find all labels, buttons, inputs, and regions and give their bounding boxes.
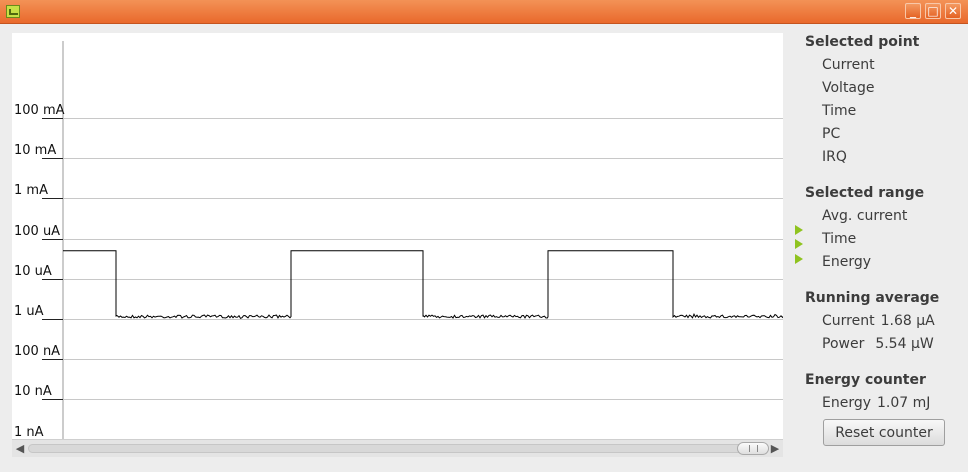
y-tick-label: 1 uA	[14, 303, 44, 319]
title-bar: _ □ ✕	[0, 0, 968, 24]
selected-point-time-label: Time	[822, 103, 857, 119]
selected-point-pc-label: PC	[822, 126, 841, 142]
selected-range-energy-label: Energy	[822, 254, 872, 270]
current-plot[interactable]: 100 mA 10 mA 1 mA 100 uA 10 uA 1 uA 100 nA 10 n…	[12, 33, 783, 440]
y-tick-label: 100 uA	[14, 223, 61, 239]
running-average-power-value: 5.54 μW	[875, 336, 934, 352]
running-average-current: Current 1.68 μA	[822, 313, 935, 329]
selected-range-avg-current-label: Avg. current	[822, 208, 908, 224]
selected-point-current-label: Current	[822, 57, 875, 73]
y-tick-label: 1 mA	[14, 182, 48, 198]
y-tick-label: 100 mA	[14, 102, 65, 118]
horizontal-scrollbar[interactable]: ◀ ▶	[12, 439, 783, 457]
y-tick-label: 10 nA	[14, 383, 52, 399]
y-tick-label: 10 mA	[14, 142, 57, 158]
energy-counter-energy-label: Energy	[822, 395, 872, 411]
selected-point-title: Selected point	[805, 34, 920, 50]
running-average-current-value: 1.68 μA	[880, 313, 935, 329]
running-average-power: Power 5.54 μW	[822, 336, 934, 352]
energy-counter-energy: Energy 1.07 mJ	[822, 395, 930, 411]
range-marker-icon	[795, 239, 803, 249]
y-tick-label: 100 nA	[14, 343, 61, 359]
scroll-left-arrow-icon[interactable]: ◀	[15, 442, 25, 455]
app-icon	[6, 5, 20, 18]
running-average-title: Running average	[805, 290, 940, 306]
selected-point-voltage-label: Voltage	[822, 80, 875, 96]
range-marker-icon	[795, 225, 803, 235]
selected-point-irq-label: IRQ	[822, 149, 847, 165]
scroll-thumb[interactable]	[737, 442, 769, 455]
plot-canvas[interactable]	[12, 33, 783, 439]
minimize-button[interactable]: _	[905, 3, 921, 19]
selected-range-time-label: Time	[822, 231, 857, 247]
running-average-current-label: Current	[822, 313, 875, 329]
range-marker-icon	[795, 254, 803, 264]
reset-counter-button[interactable]: Reset counter	[823, 419, 945, 446]
y-tick-label: 1 nA	[14, 424, 44, 440]
maximize-button[interactable]: □	[925, 3, 941, 19]
y-tick-label: 10 uA	[14, 263, 52, 279]
close-button[interactable]: ✕	[945, 3, 961, 19]
current-trace	[63, 250, 783, 320]
scroll-track[interactable]	[28, 444, 769, 453]
info-panel: Selected point Current Voltage Time PC I…	[790, 30, 965, 460]
selected-range-title: Selected range	[805, 185, 925, 201]
running-average-power-label: Power	[822, 336, 865, 352]
energy-counter-energy-value: 1.07 mJ	[877, 395, 931, 411]
energy-counter-title: Energy counter	[805, 372, 926, 388]
scroll-right-arrow-icon[interactable]: ▶	[770, 442, 780, 455]
